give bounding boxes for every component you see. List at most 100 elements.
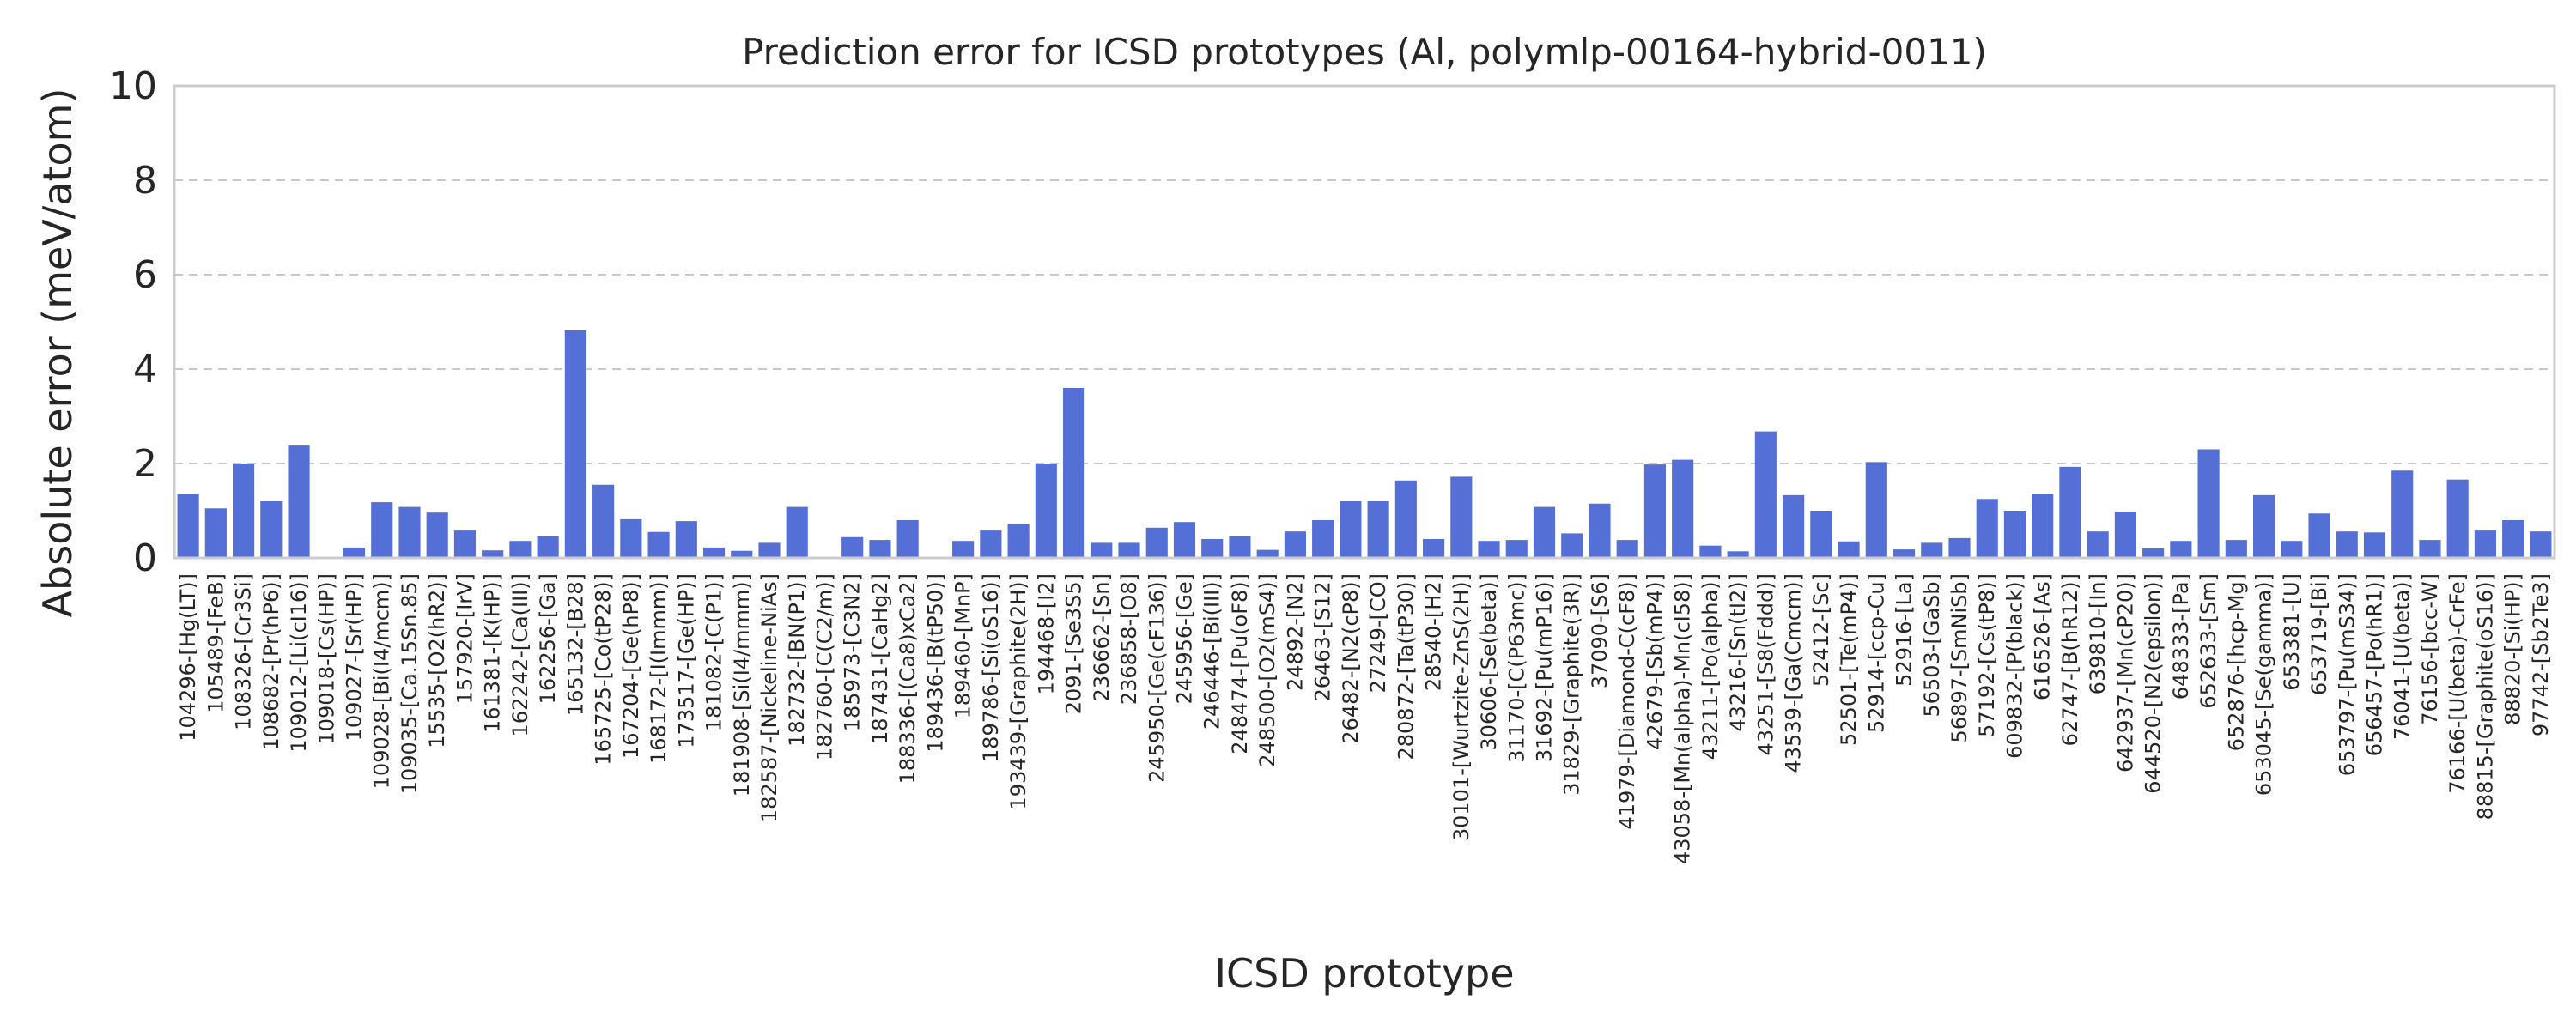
- x-tick-label: 88815-[Graphite(oS16)]: [2473, 573, 2497, 820]
- x-tick-label: 165132-[B28]: [563, 573, 587, 716]
- x-tick-label: 76166-[U(beta)-CrFe]: [2445, 573, 2470, 794]
- x-tick-label: 644520-[N2(epsilon)]: [2142, 573, 2166, 794]
- bar: [1145, 527, 1168, 558]
- x-tick-label: 245950-[Ge(cF136)]: [1145, 573, 1169, 783]
- x-tick-label: 43058-[Mn(alpha)-Mn(cI58)]: [1671, 573, 1695, 864]
- bar: [731, 550, 753, 558]
- bar: [453, 530, 477, 558]
- bar: [288, 445, 310, 558]
- x-tick-label: 43251-[S8(Fddd)]: [1753, 573, 1777, 755]
- x-tick-label: 109035-[Ca.15Sn.85]: [398, 573, 422, 794]
- y-axis-label: Absolute error (meV/atom): [34, 88, 81, 618]
- bar: [1810, 511, 1832, 558]
- x-tick-label: 52916-[La]: [1893, 573, 1917, 687]
- x-tick-label: 37090-[S6]: [1588, 573, 1612, 688]
- chart-title: Prediction error for ICSD prototypes (Al…: [742, 31, 1987, 73]
- bar: [1062, 388, 1085, 558]
- x-tick-label: 236858-[O8]: [1117, 573, 1141, 705]
- x-tick-label: 30101-[Wurtzite-ZnS(2H)]: [1449, 573, 1473, 841]
- bar: [2336, 531, 2358, 558]
- gridlines: [174, 179, 2555, 464]
- y-tick-label: 8: [133, 159, 157, 203]
- bar: [1921, 542, 1943, 558]
- bar: [952, 541, 975, 558]
- bar: [980, 530, 1002, 558]
- bar: [509, 541, 532, 558]
- x-tick-label: 652633-[Sm]: [2196, 573, 2221, 709]
- bar: [2419, 540, 2441, 558]
- bar: [2474, 530, 2496, 558]
- y-tick-label: 0: [133, 536, 157, 580]
- bar: [1893, 549, 1916, 558]
- x-tick-label: 109018-[Cs(HP)]: [314, 573, 338, 745]
- x-tick-label: 642937-[Mn(cP20)]: [2113, 573, 2137, 772]
- bar: [2530, 531, 2552, 558]
- x-tick-label: 52501-[Te(mP4)]: [1837, 573, 1861, 746]
- x-tick-label: 653719-[Bi]: [2307, 573, 2331, 695]
- x-tick-label: 42679-[Sb(mP4)]: [1643, 573, 1667, 750]
- x-tick-label: 165725-[Co(tP28)]: [592, 573, 616, 766]
- bar: [1173, 522, 1196, 558]
- bar: [1754, 431, 1777, 558]
- x-tick-label: 31170-[C(P63mc)]: [1504, 573, 1528, 763]
- bar: [786, 506, 808, 558]
- bar: [2252, 494, 2275, 558]
- bar: [260, 501, 283, 558]
- x-tick-label: 108326-[Cr3Si]: [232, 573, 256, 730]
- x-tick-label: 105489-[FeB]: [204, 573, 228, 713]
- x-tick-label: 162242-[Ca(III)]: [508, 573, 532, 736]
- x-tick-label: 182760-[C(C2/m)]: [812, 573, 836, 760]
- bar: [2502, 520, 2524, 558]
- x-tick-label: 52914-[ccp-Cu]: [1864, 573, 1888, 733]
- bar: [702, 547, 726, 558]
- y-axis-ticks: 0 2 4 6 8 10: [109, 64, 157, 580]
- x-tick-label: 76041-[U(beta)]: [2391, 573, 2415, 740]
- bar: [1838, 541, 1860, 558]
- x-tick-label: 616526-[As]: [2031, 573, 2055, 700]
- x-tick-label: 56897-[SmNiSb]: [1947, 573, 1971, 742]
- bar: [2363, 532, 2386, 558]
- bar: [2225, 540, 2247, 558]
- bar: [1284, 531, 1306, 558]
- bar: [1035, 464, 1057, 558]
- bar: [1340, 501, 1362, 558]
- x-tick-label: 236662-[Sn]: [1090, 573, 1114, 701]
- x-tick-label: 15535-[O2(hR2)]: [425, 573, 449, 748]
- x-tick-label: 648333-[Pa]: [2169, 573, 2193, 700]
- bar: [1672, 459, 1694, 558]
- x-axis-ticks: 104296-[Hg(LT)] 105489-[FeB] 108326-[Cr3Si…: [176, 573, 2553, 864]
- x-tick-label: 248500-[O2(mS4)]: [1255, 573, 1279, 767]
- bar: [675, 521, 697, 558]
- x-tick-label: 248474-[Pu(oF8)]: [1228, 573, 1252, 754]
- x-tick-label: 109028-[Bi(I4/mcm)]: [370, 573, 394, 789]
- x-tick-label: 653045-[Se(gamma)]: [2252, 573, 2276, 796]
- bar: [2142, 548, 2165, 558]
- bar: [2032, 494, 2054, 558]
- bar: [1201, 539, 1224, 558]
- x-tick-label: 193439-[Graphite(2H)]: [1006, 573, 1030, 810]
- x-tick-label: 30606-[Se(beta)]: [1477, 573, 1501, 751]
- bar: [2308, 513, 2330, 558]
- bar: [426, 512, 448, 558]
- bar: [2281, 541, 2303, 558]
- x-tick-label: 246446-[Bi(III)]: [1200, 573, 1224, 730]
- bar: [2446, 479, 2469, 558]
- bar: [1478, 541, 1500, 558]
- bar: [1783, 494, 1805, 558]
- bar: [869, 540, 891, 558]
- x-tick-label: 104296-[Hg(LT)]: [176, 573, 200, 742]
- bar: [620, 518, 642, 558]
- bar: [841, 536, 864, 558]
- bar: [2391, 470, 2414, 558]
- x-tick-label: 97742-[Sb2Te3]: [2529, 573, 2553, 736]
- y-tick-label: 10: [109, 64, 157, 108]
- x-tick-label: 188336-[(Ca8)xCa2]: [896, 573, 920, 784]
- x-tick-label: 189460-[MnP]: [951, 573, 975, 718]
- x-tick-label: 27249-[CO]: [1366, 573, 1390, 693]
- y-tick-label: 2: [133, 442, 157, 486]
- x-tick-label: 43216-[Sn(tI2)]: [1726, 573, 1750, 732]
- bar: [2197, 449, 2220, 558]
- bar: [1533, 506, 1556, 558]
- x-tick-label: 245956-[Ge]: [1172, 573, 1196, 704]
- bar: [1312, 520, 1334, 558]
